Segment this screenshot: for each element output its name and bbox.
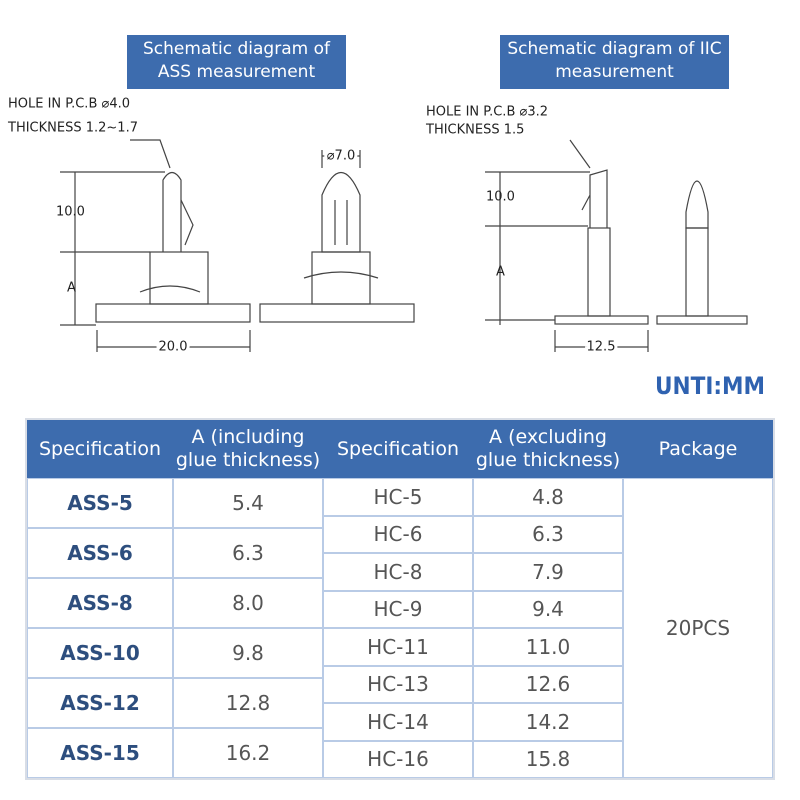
value-cell: 7.9 — [473, 553, 623, 591]
spec-cell: HC-9 — [323, 590, 473, 628]
height-label: 10.0 — [56, 205, 85, 220]
spec-cell: HC-13 — [323, 665, 473, 703]
spec-cell: HC-14 — [323, 703, 473, 741]
spec-cell: HC-16 — [323, 740, 473, 778]
value-cell: 12.6 — [473, 665, 623, 703]
width-label: 20.0 — [159, 340, 188, 355]
spec-cell: ASS-10 — [27, 628, 173, 678]
value-cell: 5.4 — [173, 478, 323, 528]
hole-label: HOLE IN P.C.B ⌀3.2 — [426, 105, 548, 120]
right-title: Schematic diagram of IIC measurement — [500, 35, 729, 89]
header-cell: Specification — [323, 420, 473, 478]
spec-cell: ASS-15 — [27, 728, 173, 778]
height-label: 10.0 — [486, 190, 515, 205]
value-cell: 14.2 — [473, 703, 623, 741]
a-label: A — [496, 265, 505, 280]
value-cell: 12.8 — [173, 678, 323, 728]
value-cell: 4.8 — [473, 478, 623, 516]
header-cell: Package — [623, 420, 773, 478]
thickness-label: THICKNESS 1.5 — [425, 123, 524, 138]
value-cell: 16.2 — [173, 728, 323, 778]
diameter-label: ⌀7.0 — [327, 149, 356, 164]
value-cell: 6.3 — [173, 528, 323, 578]
value-cell: 15.8 — [473, 740, 623, 778]
spec-cell: HC-5 — [323, 478, 473, 516]
header-cell: A (including glue thickness) — [173, 420, 323, 478]
value-cell: 9.4 — [473, 590, 623, 628]
value-cell: 8.0 — [173, 578, 323, 628]
header-cell: A (excluding glue thickness) — [473, 420, 623, 478]
spec-cell: ASS-12 — [27, 678, 173, 728]
thickness-label: THICKNESS 1.2~1.7 — [7, 121, 138, 136]
spec-cell: HC-11 — [323, 628, 473, 666]
left-title: Schematic diagram of ASS measurement — [127, 35, 346, 89]
spec-cell: ASS-8 — [27, 578, 173, 628]
package-cell: 20PCS — [623, 478, 773, 778]
value-cell: 6.3 — [473, 515, 623, 553]
spec-cell: ASS-5 — [27, 478, 173, 528]
diagram: HOLE IN P.C.B ⌀4.0 THICKNESS 1.2~1.7 10.… — [7, 97, 748, 358]
header-cell: Specification — [27, 420, 173, 478]
width-label: 12.5 — [587, 340, 616, 355]
unit-label: UNTI:MM — [655, 372, 765, 400]
spec-cell: ASS-6 — [27, 528, 173, 578]
value-cell: 9.8 — [173, 628, 323, 678]
a-label: A — [67, 281, 76, 296]
hole-label: HOLE IN P.C.B ⌀4.0 — [8, 97, 130, 112]
spec-table: Specification A (including glue thickness… — [25, 418, 775, 780]
spec-cell: HC-6 — [323, 515, 473, 553]
value-cell: 11.0 — [473, 628, 623, 666]
spec-cell: HC-8 — [323, 553, 473, 591]
